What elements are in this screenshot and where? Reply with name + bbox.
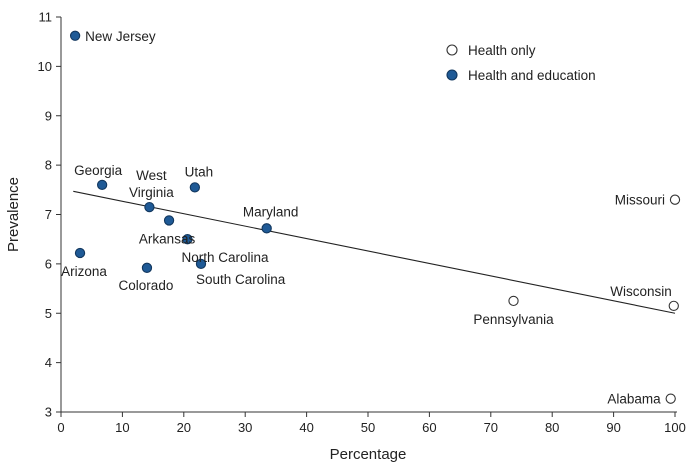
data-points — [69, 30, 681, 404]
legend-marker-2 — [446, 69, 458, 81]
point-georgia — [96, 179, 108, 191]
trend-line — [73, 190, 676, 314]
y-tick-label: 8 — [45, 158, 52, 173]
y-tick-label: 9 — [45, 108, 52, 123]
legend: Health only Health and education — [446, 43, 596, 83]
x-tick-label: 40 — [299, 420, 313, 435]
x-tick-label: 70 — [484, 420, 498, 435]
point-north-carolina — [182, 234, 193, 245]
point-label-missouri: Missouri — [615, 193, 665, 208]
point-colorado — [141, 262, 153, 273]
point-utah — [189, 182, 201, 193]
point-label-colorado: Colorado — [119, 278, 174, 293]
x-tick-label: 90 — [606, 420, 620, 435]
x-tick-label: 10 — [115, 420, 129, 435]
legend-label-1: Health only — [468, 43, 536, 58]
x-axis-title: Percentage — [330, 446, 407, 463]
point-maryland — [261, 223, 272, 234]
point-wisconsin — [668, 300, 679, 311]
legend-label-2: Health and education — [468, 68, 596, 83]
point-labels: Missouri Wisconsin Pennsylvania Alabama New … — [61, 29, 672, 407]
x-tick-label: 0 — [57, 420, 64, 435]
point-label-georgia: Georgia — [74, 163, 123, 178]
point-south-carolina — [195, 258, 207, 270]
point-alabama — [665, 393, 676, 404]
point-pennsylvania — [508, 295, 519, 307]
point-arizona — [74, 247, 86, 259]
y-tick-label: 11 — [39, 10, 53, 25]
point-label-alabama: Alabama — [607, 392, 661, 407]
y-tick-label: 3 — [45, 405, 52, 420]
y-tick-label: 5 — [45, 306, 52, 321]
point-label-north-carolina: North Carolina — [181, 250, 269, 265]
point-missouri — [669, 194, 681, 205]
point-label-new-jersey: New Jersey — [85, 29, 156, 44]
y-axis-title: Prevalence — [5, 177, 22, 252]
y-tick-label: 4 — [45, 355, 52, 370]
point-arkansas — [163, 215, 175, 226]
x-tick-label: 100 — [664, 420, 686, 435]
point-label-arizona: Arizona — [61, 264, 107, 279]
point-label-pennsylvania: Pennsylvania — [473, 312, 554, 327]
axes: 0 10 20 30 40 50 60 70 80 90 100 3 4 5 6 7 8 9 10 11 — [38, 10, 686, 436]
point-new-jersey — [69, 30, 81, 41]
y-tick-label: 7 — [45, 207, 52, 222]
trend-line-group — [73, 190, 676, 314]
x-tick-label: 20 — [177, 420, 191, 435]
x-tick-label: 50 — [361, 420, 375, 435]
point-label-arkansas: Arkansas — [139, 231, 196, 246]
point-label-west-virginia-line1: West — [136, 168, 167, 183]
x-tick-label: 60 — [422, 420, 436, 435]
x-tick-label: 80 — [545, 420, 559, 435]
y-tick-label: 10 — [38, 59, 52, 74]
point-west-virginia — [144, 201, 155, 213]
point-label-utah: Utah — [185, 164, 214, 179]
point-label-wisconsin: Wisconsin — [610, 284, 672, 299]
point-label-west-virginia-line2: Virginia — [129, 185, 174, 200]
point-label-south-carolina: South Carolina — [196, 272, 286, 287]
y-tick-label: 6 — [45, 256, 52, 271]
point-label-maryland: Maryland — [243, 204, 299, 219]
legend-marker-1 — [446, 44, 458, 56]
x-tick-label: 30 — [238, 420, 252, 435]
